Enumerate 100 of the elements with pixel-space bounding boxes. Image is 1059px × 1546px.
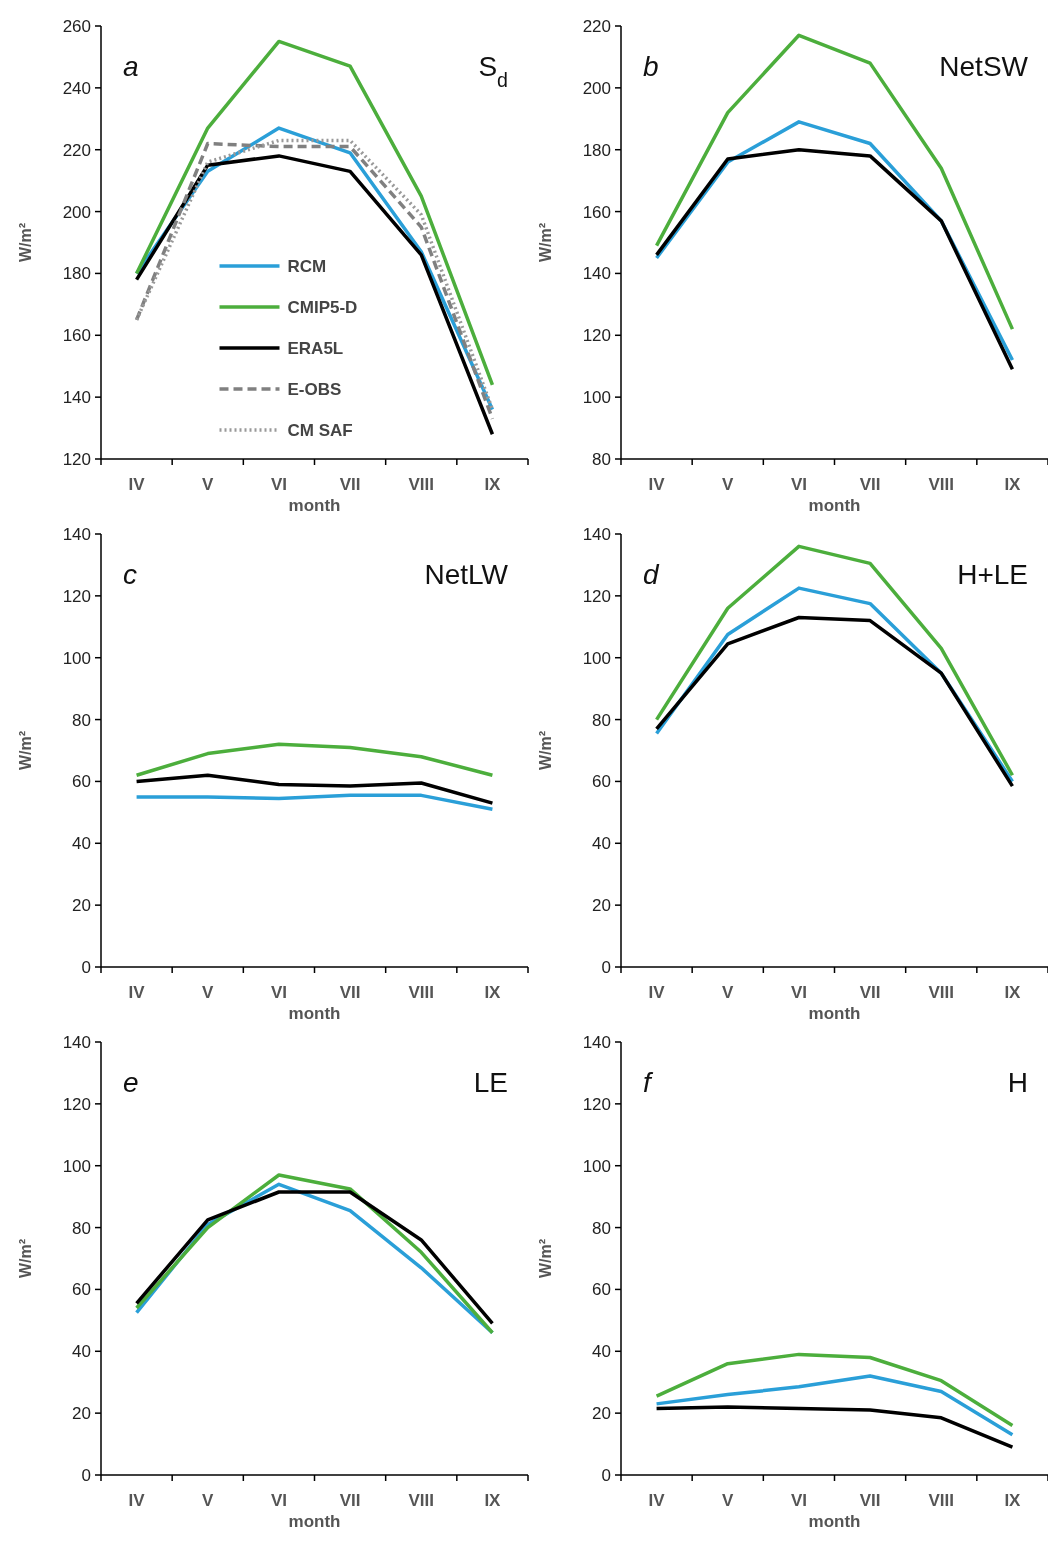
x-axis-title: month <box>288 496 341 515</box>
x-axis-title: month <box>288 1512 341 1531</box>
y-tick-label: 20 <box>72 896 91 916</box>
x-tick-label: IV <box>648 475 666 494</box>
y-axis-title: W/m² <box>17 222 34 263</box>
x-tick-label: V <box>202 983 215 1002</box>
x-tick-label: VIII <box>408 1491 435 1510</box>
x-tick-label: VIII <box>928 1491 955 1510</box>
y-tick-label: 0 <box>81 1465 91 1485</box>
x-tick-label: IX <box>484 983 502 1002</box>
x-tick-label: VII <box>859 1491 881 1510</box>
x-tick-label: VIII <box>928 983 955 1002</box>
x-tick-label: IV <box>128 475 146 494</box>
x-tick-label: V <box>202 1491 215 1510</box>
y-tick-label: 140 <box>582 1032 611 1052</box>
y-tick-label: 140 <box>582 524 611 544</box>
y-tick-label: 80 <box>592 710 611 730</box>
y-tick-label: 100 <box>62 648 91 668</box>
x-tick-label: IV <box>648 1491 666 1510</box>
y-tick-label: 80 <box>592 1218 611 1238</box>
text: b <box>643 51 659 82</box>
x-tick-label: V <box>202 475 215 494</box>
legend-label: CM SAF <box>287 420 353 440</box>
annotation: S$_{d}$ <box>478 51 508 91</box>
y-tick-label: 140 <box>582 264 611 284</box>
y-tick-label: 40 <box>72 1342 91 1362</box>
y-tick-label: 160 <box>62 326 91 346</box>
y-tick-label: 120 <box>62 586 91 606</box>
y-tick-label: 40 <box>72 834 91 854</box>
x-tick-label: IX <box>1004 1491 1022 1510</box>
y-tick-label: 200 <box>582 78 611 98</box>
y-tick-label: 180 <box>62 264 91 284</box>
x-tick-label: VI <box>790 983 807 1002</box>
y-tick-label: 60 <box>72 772 91 792</box>
annotation: NetLW <box>424 559 509 590</box>
legend-label: E-OBS <box>287 379 342 399</box>
annotation: H <box>1007 1067 1028 1098</box>
legend-label: RCM <box>287 256 327 276</box>
x-tick-label: VII <box>339 983 361 1002</box>
y-axis-title: W/m² <box>17 1238 34 1279</box>
y-axis-title: W/m² <box>537 222 554 263</box>
x-tick-label: VIII <box>408 983 435 1002</box>
legend-label: CMIP5-D <box>287 297 358 317</box>
y-tick-label: 260 <box>62 16 91 36</box>
x-tick-label: V <box>722 475 735 494</box>
x-tick-label: IX <box>484 1491 502 1510</box>
text: c <box>123 559 137 590</box>
x-tick-label: VII <box>339 475 361 494</box>
text: f <box>643 1067 654 1098</box>
x-tick-label: IV <box>648 983 666 1002</box>
y-tick-label: 220 <box>62 140 91 160</box>
y-tick-label: 120 <box>582 326 611 346</box>
y-tick-label: 80 <box>72 710 91 730</box>
y-tick-label: 0 <box>81 957 91 977</box>
y-tick-label: 160 <box>582 202 611 222</box>
y-axis-title: W/m² <box>17 730 34 771</box>
x-tick-label: VII <box>859 983 881 1002</box>
x-tick-label: VII <box>339 1491 361 1510</box>
x-tick-label: VI <box>790 1491 807 1510</box>
x-axis-title: month <box>808 1004 861 1023</box>
y-tick-label: 240 <box>62 78 91 98</box>
text: e <box>123 1067 139 1098</box>
x-tick-label: IX <box>484 475 502 494</box>
y-tick-label: 60 <box>592 772 611 792</box>
annotation: LE <box>473 1067 508 1098</box>
x-tick-label: IV <box>128 983 146 1002</box>
y-tick-label: 120 <box>62 1094 91 1114</box>
y-tick-label: 220 <box>582 16 611 36</box>
x-axis-title: month <box>808 496 861 515</box>
y-tick-label: 0 <box>601 1465 611 1485</box>
annotation: H+LE <box>957 559 1028 590</box>
x-tick-label: VII <box>859 475 881 494</box>
y-tick-label: 120 <box>582 1094 611 1114</box>
y-tick-label: 140 <box>62 388 91 408</box>
text: d <box>643 559 660 590</box>
y-tick-label: 60 <box>72 1280 91 1300</box>
y-tick-label: 120 <box>582 586 611 606</box>
y-tick-label: 80 <box>592 449 611 469</box>
y-tick-label: 100 <box>62 1156 91 1176</box>
x-tick-label: VI <box>270 983 287 1002</box>
x-tick-label: V <box>722 983 735 1002</box>
x-tick-label: VI <box>270 475 287 494</box>
x-axis-title: month <box>808 1512 861 1531</box>
x-tick-label: IX <box>1004 983 1022 1002</box>
legend-label: ERA5L <box>287 338 344 358</box>
y-tick-label: 100 <box>582 388 611 408</box>
x-tick-label: IV <box>128 1491 146 1510</box>
x-tick-label: IX <box>1004 475 1022 494</box>
x-tick-label: VI <box>790 475 807 494</box>
x-tick-label: VIII <box>928 475 955 494</box>
annotation: NetSW <box>939 51 1029 82</box>
y-tick-label: 20 <box>592 896 611 916</box>
y-tick-label: 120 <box>62 449 91 469</box>
y-tick-label: 200 <box>62 202 91 222</box>
y-tick-label: 60 <box>592 1280 611 1300</box>
y-tick-label: 100 <box>582 1156 611 1176</box>
y-axis-title: W/m² <box>537 1238 554 1279</box>
y-axis-title: W/m² <box>537 730 554 771</box>
x-axis-title: month <box>288 1004 341 1023</box>
y-tick-label: 20 <box>592 1404 611 1424</box>
